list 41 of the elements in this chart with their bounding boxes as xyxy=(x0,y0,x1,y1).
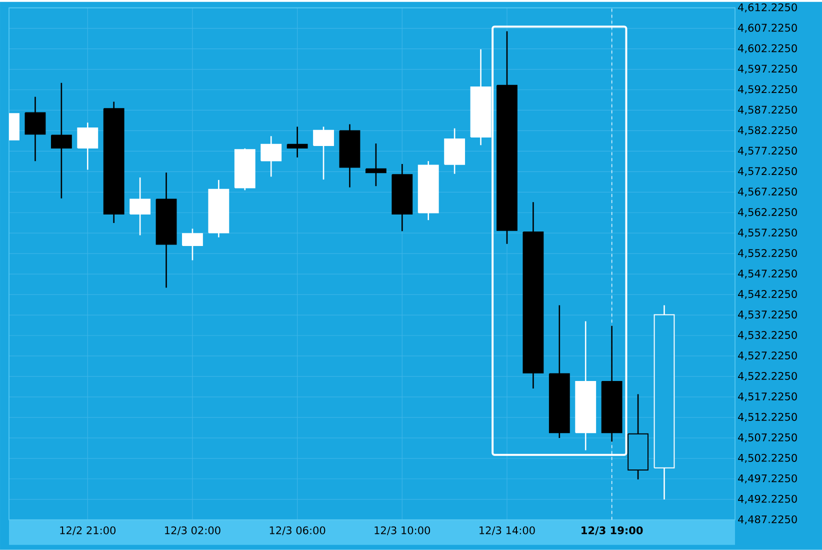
y-tick-label: 4,592.2250 xyxy=(738,85,797,94)
x-tick-label: 12/3 14:00 xyxy=(480,526,535,536)
x-tick-label: 12/3 06:00 xyxy=(270,526,326,536)
y-tick-label: 4,522.2250 xyxy=(738,372,797,382)
y-tick-label: 4,562.2250 xyxy=(738,208,797,218)
y-tick-label: 4,572.2250 xyxy=(738,167,797,176)
y-tick-label: 4,497.2250 xyxy=(738,474,797,484)
candlestick xyxy=(260,136,282,178)
candlestick xyxy=(24,96,46,162)
y-tick-label: 4,537.2250 xyxy=(738,310,797,320)
y-tick-label: 4,567.2250 xyxy=(738,188,797,197)
candlestick xyxy=(130,176,151,236)
y-tick-label: 4,512.2250 xyxy=(738,412,797,422)
y-tick-label: 4,502.2250 xyxy=(738,454,797,463)
y-tick-label: 4,507.2250 xyxy=(738,433,797,442)
x-tick-label: 12/3 10:00 xyxy=(374,526,430,536)
x-tick-label: 12/3 02:00 xyxy=(165,526,220,536)
candlestick xyxy=(77,122,98,170)
y-tick-label: 4,577.2250 xyxy=(738,146,797,156)
y-tick-label: 4,582.2250 xyxy=(738,126,797,136)
y-tick-label: 4,557.2250 xyxy=(738,228,797,238)
y-tick-label: 4,552.2250 xyxy=(738,249,797,258)
x-tick-label: 12/2 21:00 xyxy=(60,526,116,536)
candlestick xyxy=(365,142,386,187)
candlestick xyxy=(286,126,308,158)
y-tick-label: 4,517.2250 xyxy=(738,392,797,402)
candlestick xyxy=(182,228,203,261)
y-tick-label: 4,612.2250 xyxy=(738,3,797,12)
y-tick-label: 4,602.2250 xyxy=(738,44,797,54)
y-tick-label: 4,527.2250 xyxy=(738,352,797,361)
y-tick-label: 4,492.2250 xyxy=(738,494,797,504)
candlestick xyxy=(50,82,72,200)
y-tick-label: 4,547.2250 xyxy=(738,270,797,279)
y-tick-label: 4,532.2250 xyxy=(738,331,797,340)
y-tick-label: 4,587.2250 xyxy=(738,106,797,115)
candlestick xyxy=(313,126,334,180)
y-tick-label: 4,542.2250 xyxy=(738,290,797,300)
y-tick-label: 4,487.2250 xyxy=(738,515,797,524)
y-tick-label: 4,597.2250 xyxy=(738,64,797,74)
y-tick-label: 4,607.2250 xyxy=(738,24,797,33)
x-tick-label: 12/3 19:00 xyxy=(582,526,643,536)
